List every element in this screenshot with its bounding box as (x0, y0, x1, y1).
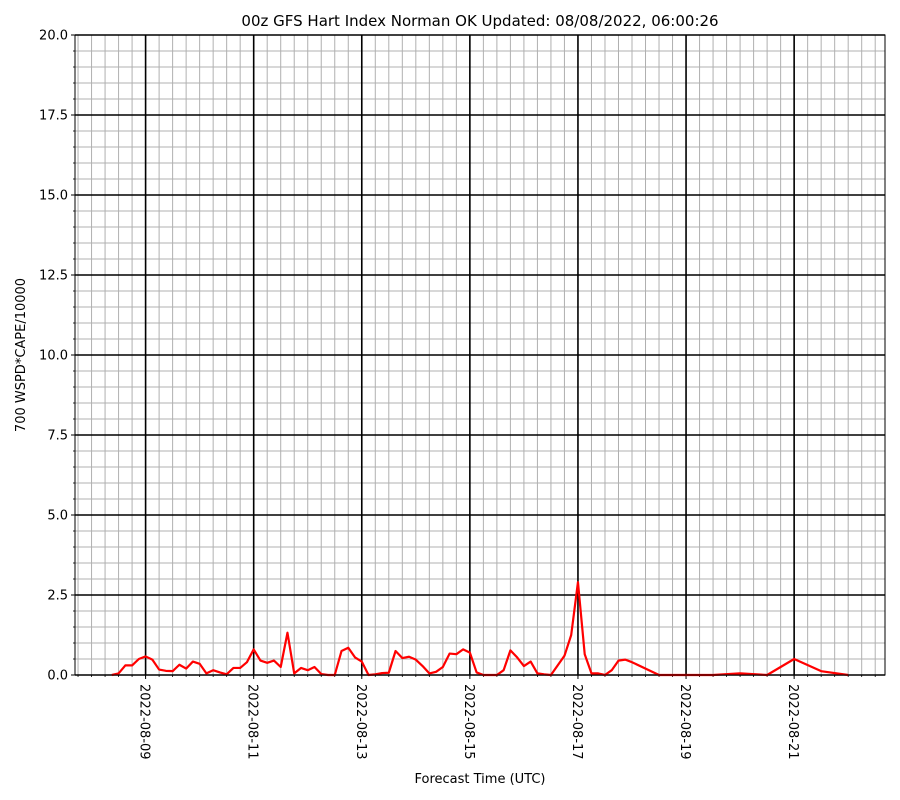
x-tick-label: 2022-08-19 (677, 684, 692, 760)
y-tick-label: 12.5 (39, 269, 68, 284)
x-tick-label: 2022-08-15 (461, 684, 476, 760)
data-line (111, 581, 849, 677)
x-tick-label: 2022-08-11 (245, 684, 260, 760)
y-tick-label: 20.0 (39, 29, 68, 44)
x-axis-label: Forecast Time (UTC) (414, 772, 545, 787)
y-tick-label: 7.5 (47, 429, 68, 444)
x-tick-label: 2022-08-21 (785, 684, 800, 760)
grid (75, 34, 885, 676)
y-axis-label: 700 WSPD*CAPE/10000 (14, 278, 29, 432)
chart-title: 00z GFS Hart Index Norman OK Updated: 08… (241, 12, 718, 30)
y-tick-label: 2.5 (47, 589, 68, 604)
y-tick-label: 5.0 (47, 509, 68, 524)
plot-frame (74, 34, 886, 676)
x-tick-label: 2022-08-13 (353, 684, 368, 760)
y-tick-label: 17.5 (39, 109, 68, 124)
x-tick-label: 2022-08-09 (137, 684, 152, 760)
y-tick-label: 15.0 (39, 189, 68, 204)
y-tick-label: 0.0 (47, 669, 68, 684)
x-tick-label: 2022-08-17 (569, 684, 584, 760)
y-tick-label: 10.0 (39, 349, 68, 364)
